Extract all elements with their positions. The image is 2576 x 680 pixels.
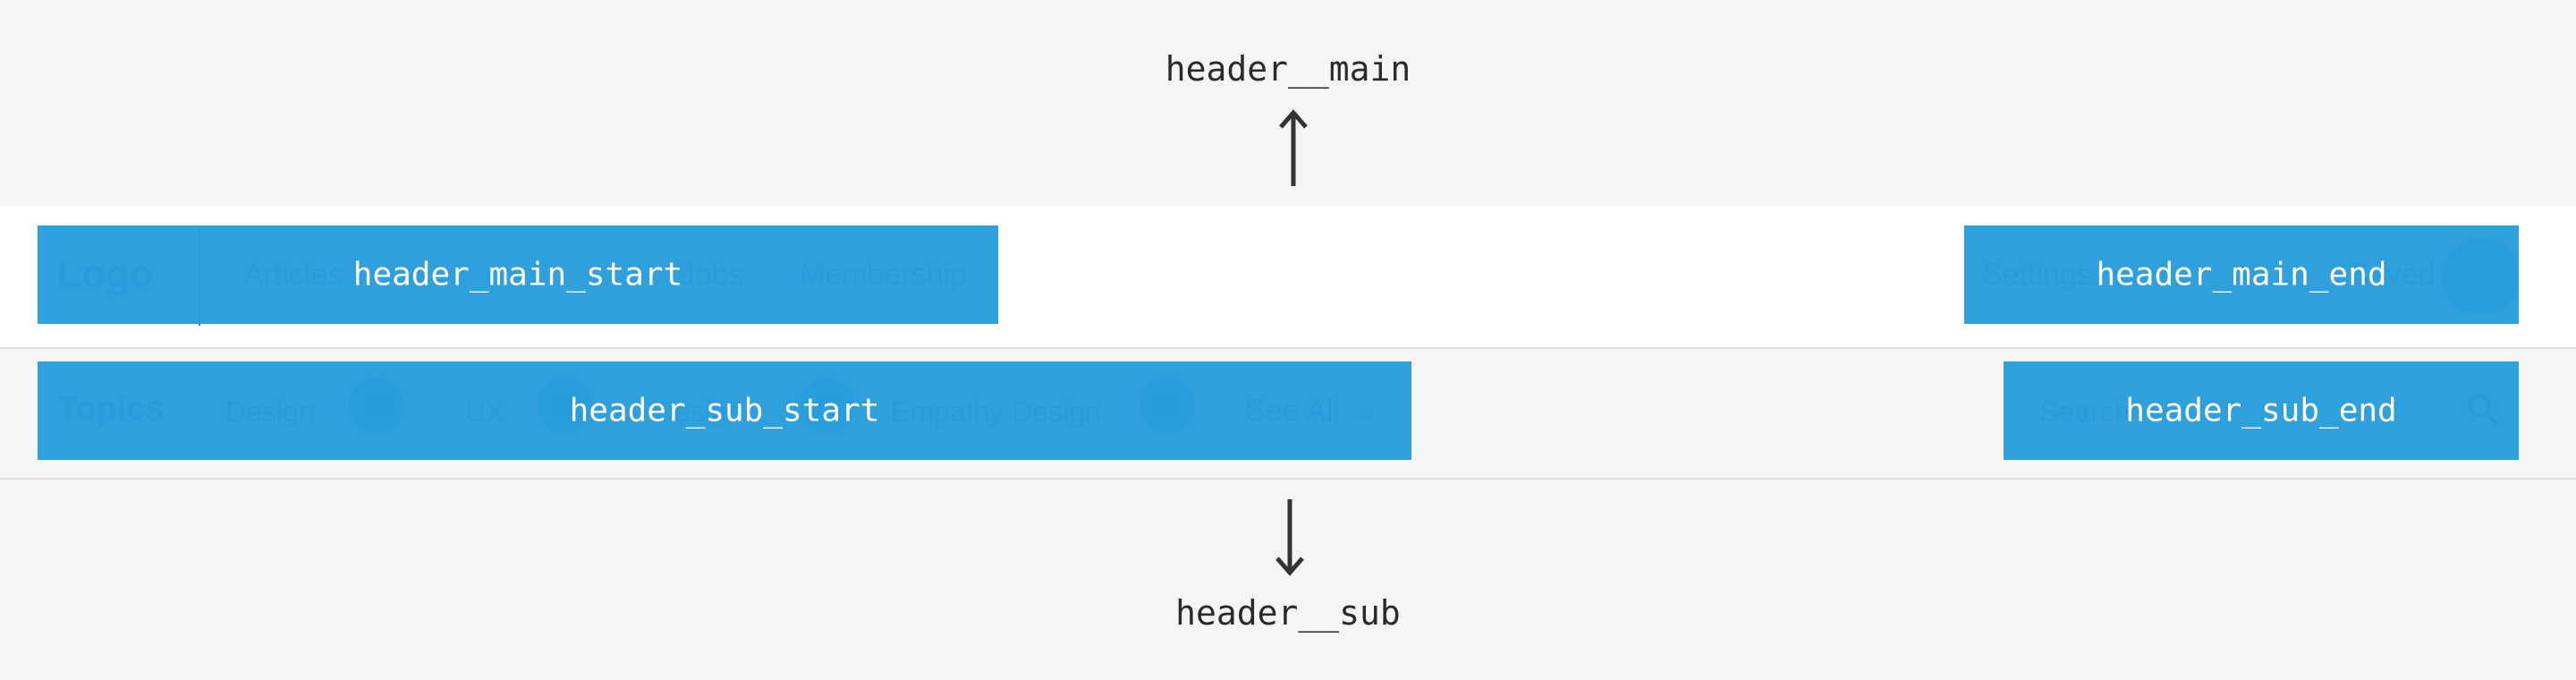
arrow-up-icon (1279, 109, 1308, 186)
region-header-sub-end: header_sub_end (2004, 361, 2519, 460)
region-label: header_main_end (2096, 256, 2387, 293)
header-sub-row: Topics Design 12 UX 12 UI Design 12 Empa… (0, 349, 2576, 480)
header-sub-label: header__sub (1175, 593, 1401, 633)
region-label: header_sub_start (569, 392, 880, 429)
region-header-sub-start: header_sub_start (38, 361, 1411, 460)
region-header-main-end: header_main_end (1964, 225, 2519, 324)
header-main-row: Logo Articles Jobs Membership Settings S… (0, 206, 2576, 349)
region-label: header_main_start (352, 256, 683, 293)
region-header-main-start: header_main_start (38, 225, 998, 324)
region-label: header_sub_end (2125, 392, 2397, 429)
arrow-down-icon (1275, 499, 1304, 576)
header-main-label: header__main (1165, 49, 1411, 89)
